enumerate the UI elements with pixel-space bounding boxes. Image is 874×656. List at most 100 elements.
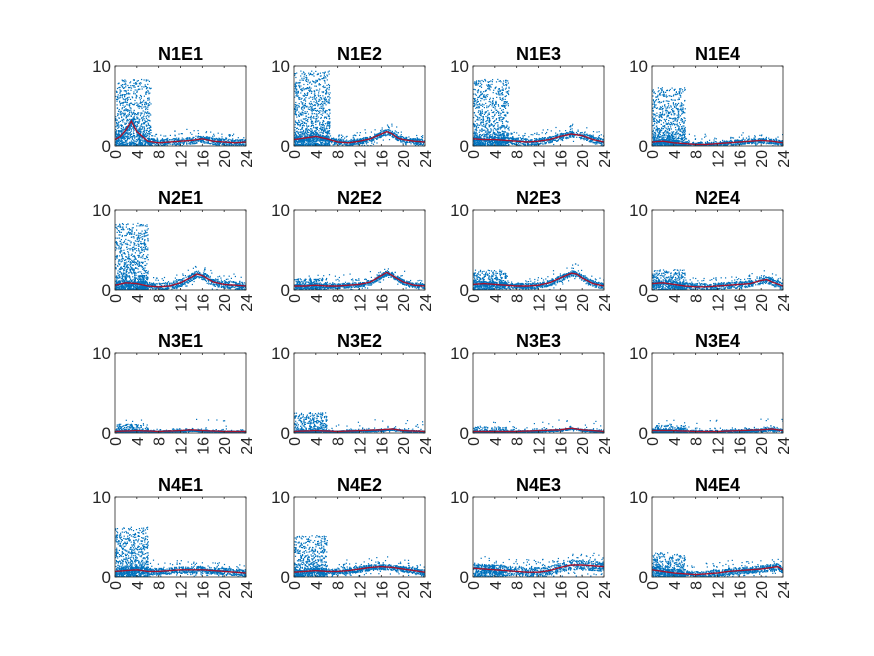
data-point [133,122,135,124]
data-point [128,129,130,131]
data-point [160,134,162,136]
data-point [216,138,218,140]
data-point [230,143,232,145]
data-point [500,81,502,83]
data-point [301,125,303,127]
data-point [345,141,347,143]
x-tick-label: 8 [152,150,169,159]
data-point [313,75,315,77]
data-point [128,87,130,89]
data-point [142,134,144,136]
data-point [343,139,345,141]
data-point [165,139,167,141]
data-point [315,140,317,142]
data-point [125,139,127,141]
data-point [310,92,313,94]
data-point [229,135,231,137]
data-point [553,139,555,141]
data-point [303,107,305,110]
data-point [115,95,117,98]
data-point [346,135,348,137]
data-point [164,144,166,146]
data-point [148,144,150,146]
data-point [130,122,132,124]
data-point [569,132,571,134]
data-point [299,125,301,127]
data-point [328,86,330,88]
data-point [327,135,329,138]
data-point [300,112,302,114]
data-point [136,122,139,124]
data-point [138,97,141,99]
data-point [119,112,121,114]
data-point [295,91,298,93]
data-point [295,88,297,90]
data-point [320,97,323,99]
data-point [163,140,166,143]
data-point [303,132,305,134]
data-point [119,135,121,137]
data-point [324,80,326,82]
data-point [294,132,296,134]
data-point [123,90,125,92]
data-point [150,138,152,140]
data-point [326,101,328,103]
data-point [141,137,143,140]
data-point [311,112,313,114]
data-point [312,80,314,82]
data-point [300,123,302,125]
data-point [300,70,302,72]
data-point [117,83,119,85]
data-point [148,130,150,132]
data-point [295,86,297,88]
data-point [405,144,407,146]
data-point [146,87,149,89]
data-point [304,111,306,113]
data-point [321,114,323,116]
data-point [353,138,355,140]
data-point [328,95,330,98]
data-point [307,83,309,86]
data-point [305,128,307,130]
data-point [300,98,302,100]
data-point [529,139,532,141]
data-point [144,105,146,107]
data-point [179,141,181,143]
data-point [318,144,321,146]
data-point [233,140,235,142]
data-point [302,79,304,81]
data-point [178,133,180,135]
data-point [134,114,136,116]
data-point [307,92,309,94]
data-point [509,140,511,143]
data-point [136,123,138,125]
data-point [148,115,150,117]
data-point [366,143,368,145]
data-point [303,112,305,114]
data-point [321,132,323,134]
data-point [147,123,150,125]
data-point [297,142,299,144]
data-point [136,133,138,135]
data-point [495,81,498,83]
data-point [132,103,134,105]
data-point [301,133,303,135]
data-point [593,137,595,140]
data-point [329,133,331,135]
data-point [308,72,310,74]
data-point [121,79,123,81]
data-point [124,144,126,146]
data-point [122,98,124,100]
data-point [300,139,302,141]
data-point [371,139,373,141]
data-point [351,140,353,142]
data-point [336,139,338,141]
data-point [317,103,320,105]
data-point [208,142,210,145]
data-point [534,143,536,145]
data-point [298,98,301,100]
data-point [302,105,304,107]
data-point [315,102,317,104]
data-point [306,126,308,128]
